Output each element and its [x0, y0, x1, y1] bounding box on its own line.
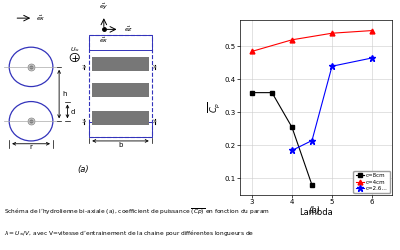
c=8cm [250, 91, 254, 94]
c=8cm [310, 184, 314, 186]
c=4cm [330, 32, 334, 35]
Bar [92, 84, 148, 98]
Line: c=2.6…: c=2.6… [288, 54, 376, 154]
c=2.6… [370, 56, 374, 59]
c=8cm [270, 91, 274, 94]
c=4cm [290, 38, 294, 41]
c=2.6… [330, 65, 334, 68]
Text: $\lambda = U_{\infty}/V$, avec V=vitesse d’entrainement de la chaine pour différ: $\lambda = U_{\infty}/V$, avec V=vitesse… [4, 228, 254, 237]
Bar [89, 35, 152, 50]
Legend: c=8cm, c=4cm, c=2.6…: c=8cm, c=4cm, c=2.6… [354, 171, 390, 193]
c=8cm [290, 126, 294, 129]
Line: c=4cm: c=4cm [250, 28, 374, 54]
c=2.6… [310, 139, 314, 142]
c=2.6… [290, 149, 294, 152]
Text: $U_\infty$: $U_\infty$ [70, 45, 80, 54]
Text: h: h [62, 91, 67, 97]
Text: d: d [70, 108, 75, 114]
Text: Schéma de l’hydrolienne bi-axiale (a), coefficient de puissance $\overline{(Cp)}: Schéma de l’hydrolienne bi-axiale (a), c… [4, 206, 270, 217]
Bar [89, 122, 152, 137]
Text: (a): (a) [77, 165, 89, 174]
c=4cm [370, 29, 374, 32]
Bar [92, 57, 148, 71]
Text: $\vec{ex}$: $\vec{ex}$ [36, 14, 46, 23]
Text: r: r [30, 144, 32, 150]
Text: $\vec{ey}$: $\vec{ey}$ [99, 1, 109, 12]
X-axis label: Lambda: Lambda [299, 208, 333, 217]
Bar [89, 35, 152, 137]
c=4cm [250, 50, 254, 53]
Y-axis label: $\overline{C_p}$: $\overline{C_p}$ [207, 102, 223, 114]
Text: (b): (b) [308, 206, 320, 214]
Text: $\vec{ex}$: $\vec{ex}$ [99, 36, 109, 45]
Bar [92, 110, 148, 124]
Text: b: b [118, 142, 123, 148]
Text: $\vec{ez}$: $\vec{ez}$ [124, 25, 133, 34]
Line: c=8cm: c=8cm [250, 90, 314, 188]
